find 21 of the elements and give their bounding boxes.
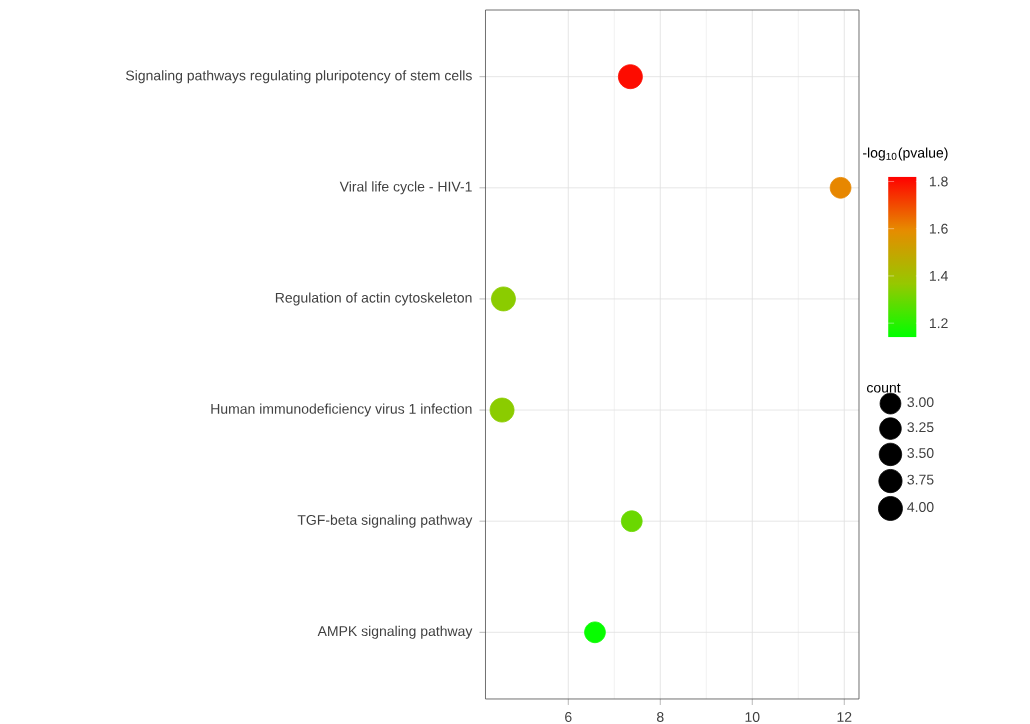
color-bar-label: 1.4 <box>929 271 948 281</box>
y-tick-label: AMPK signaling pathway <box>317 625 473 639</box>
legend-label: 3.50 <box>907 448 934 458</box>
color-bar-label: 1.8 <box>929 176 948 187</box>
y-tick-label: Signaling pathways regulating pluripotency of stem cells <box>125 70 472 84</box>
y-tick-label: TGF-beta signaling pathway <box>297 514 473 528</box>
legend-label: 3.00 <box>907 397 934 408</box>
x-tick-label: 8 <box>656 712 664 722</box>
y-tick-label: Viral life cycle - HIV-1 <box>339 181 472 195</box>
x-tick-label: 10 <box>745 712 760 722</box>
x-tick-label: 12 <box>837 712 852 722</box>
legend-label: 3.75 <box>907 474 934 485</box>
color-bar-title: -log$_{10}$(pvalue) <box>863 147 948 161</box>
legend-label: 4.00 <box>907 502 934 512</box>
color-bar-label: 1.2 <box>929 318 948 329</box>
legend-label: 3.25 <box>907 422 934 433</box>
y-tick-label: Regulation of actin cytoskeleton <box>275 292 472 306</box>
y-tick-label: Human immunodeficiency virus 1 infection <box>211 403 472 417</box>
legend-title: count <box>866 383 901 393</box>
x-tick-label: 6 <box>565 712 572 722</box>
color-bar-label: 1.6 <box>929 223 948 234</box>
